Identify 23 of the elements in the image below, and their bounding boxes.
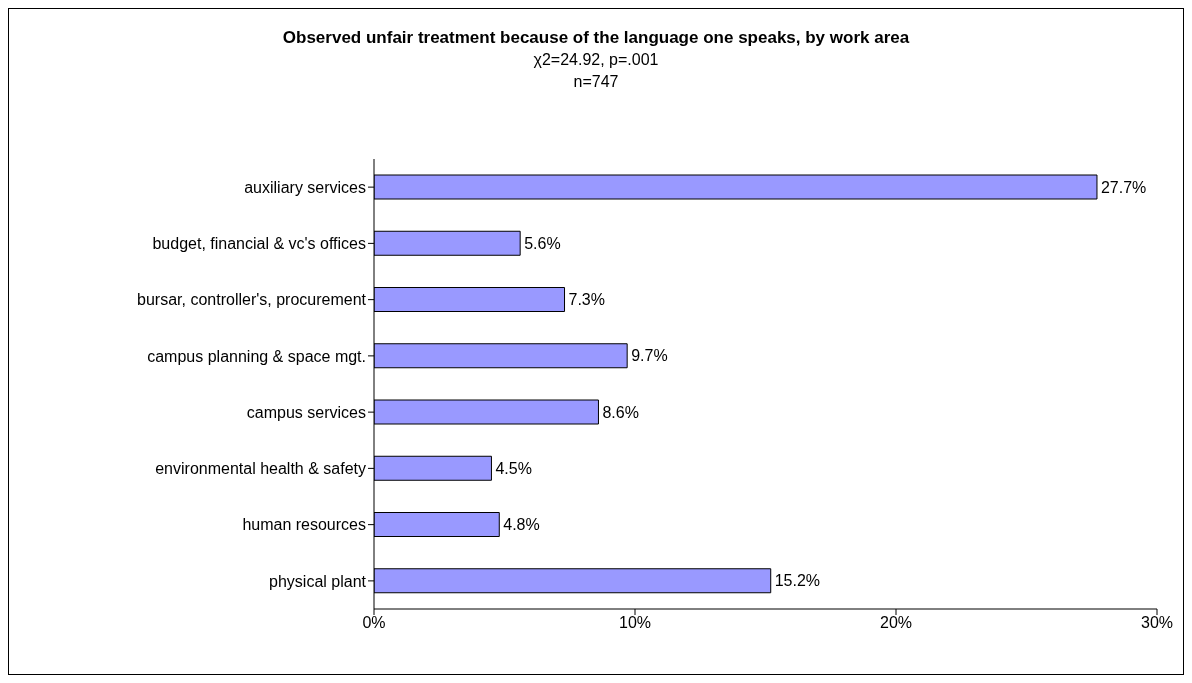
x-tick-label: 20% — [879, 614, 913, 632]
y-tick-label: bursar, controller's, procurement — [137, 291, 367, 309]
data-label: 5.6% — [524, 234, 561, 252]
y-tick-label: budget, financial & vc's offices — [152, 235, 366, 253]
data-label: 4.8% — [503, 516, 540, 534]
data-label: 9.7% — [631, 347, 668, 365]
x-tick-label: 10% — [618, 614, 652, 632]
y-tick-label: auxiliary services — [244, 178, 366, 196]
y-tick-label: environmental health & safety — [155, 460, 366, 478]
x-tick-label: 0% — [362, 614, 386, 632]
y-tick-label: human resources — [242, 516, 366, 534]
x-tick-label: 30% — [1140, 614, 1174, 632]
data-label: 8.6% — [602, 403, 639, 421]
y-tick-label: physical plant — [269, 572, 367, 590]
data-label: 27.7% — [1100, 178, 1147, 196]
y-tick-label: campus services — [246, 403, 366, 421]
chart-subtitle: χ2=24.92, p=.001 — [532, 50, 660, 70]
data-label: 7.3% — [568, 291, 605, 309]
data-label: 15.2% — [774, 572, 821, 590]
text: n=747 — [572, 72, 620, 92]
data-label: 4.5% — [495, 459, 532, 477]
chart-title: Observed unfair treatment because of the language one speaks, by work area — [281, 27, 911, 49]
y-tick-label: campus planning & space mgt. — [147, 347, 366, 365]
